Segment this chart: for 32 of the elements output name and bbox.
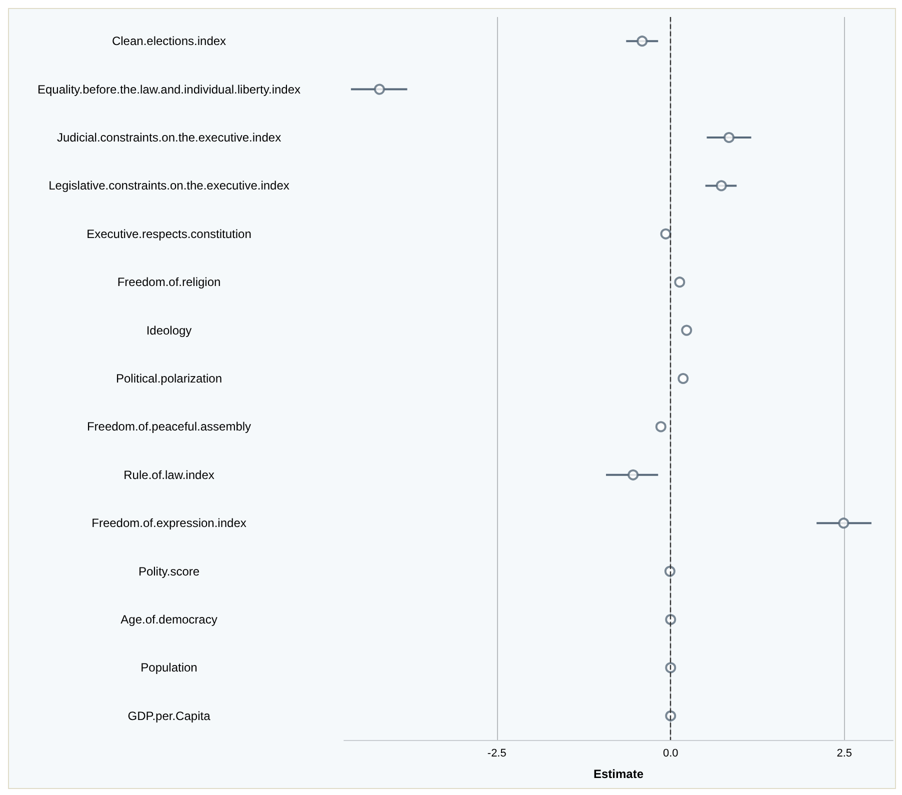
- y-tick-label: Freedom.of.peaceful.assembly: [86, 420, 252, 434]
- point: [838, 518, 850, 529]
- point: [716, 180, 727, 192]
- x-axis-title: Estimate: [593, 767, 644, 781]
- point: [674, 276, 686, 288]
- y-tick-label: Equality.before.the.law.and.individual.liberty.index: [37, 82, 301, 96]
- point: [655, 421, 666, 432]
- y-tick-label: Freedom.of.religion: [117, 275, 221, 290]
- point: [636, 36, 648, 47]
- x-tick-label: 2.5: [836, 748, 852, 760]
- point: [724, 132, 734, 143]
- point: [678, 373, 689, 384]
- y-tick-label: Executive.respects.constitution: [86, 226, 252, 241]
- y-tick-label: Rule.of.law.index: [124, 468, 214, 482]
- x-tick-label: 0.0: [662, 748, 678, 760]
- x-tick-label: -2.5: [487, 748, 506, 760]
- point: [660, 228, 672, 240]
- y-tick-label: Clean.elections.index: [112, 34, 226, 48]
- y-tick-label: GDP.per.Capita: [128, 708, 211, 723]
- point: [665, 710, 676, 722]
- point: [628, 469, 639, 480]
- y-tick-label: Freedom.of.expression.index: [92, 516, 246, 530]
- y-tick-label: Political.polarization: [116, 372, 222, 386]
- point: [665, 662, 676, 674]
- y-tick-label: Judicial.constraints.on.the.executive.index: [56, 130, 282, 144]
- y-tick-label: Ideology: [146, 323, 192, 338]
- y-tick-label: Polity.score: [138, 564, 200, 578]
- y-tick-label: Population: [140, 660, 198, 675]
- point: [374, 84, 385, 95]
- y-tick-label: Age.of.democracy: [120, 612, 218, 626]
- point: [681, 324, 692, 336]
- y-tick-label: Legislative.constraints.on.the.executive.index: [48, 178, 290, 193]
